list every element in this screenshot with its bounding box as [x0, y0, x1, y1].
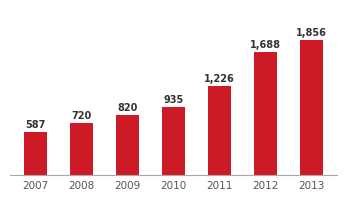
Bar — [208, 85, 231, 175]
Bar — [254, 52, 277, 175]
Text: 587: 587 — [25, 120, 46, 130]
Bar — [116, 115, 139, 175]
Text: 935: 935 — [164, 95, 184, 105]
Bar — [24, 132, 47, 175]
Bar — [70, 123, 93, 175]
Text: 1,226: 1,226 — [204, 74, 235, 84]
Bar — [300, 40, 323, 175]
Text: 1,688: 1,688 — [250, 40, 281, 50]
Text: 820: 820 — [118, 103, 138, 113]
Text: 720: 720 — [72, 111, 92, 121]
Text: 1,856: 1,856 — [297, 28, 327, 38]
Bar — [162, 107, 185, 175]
